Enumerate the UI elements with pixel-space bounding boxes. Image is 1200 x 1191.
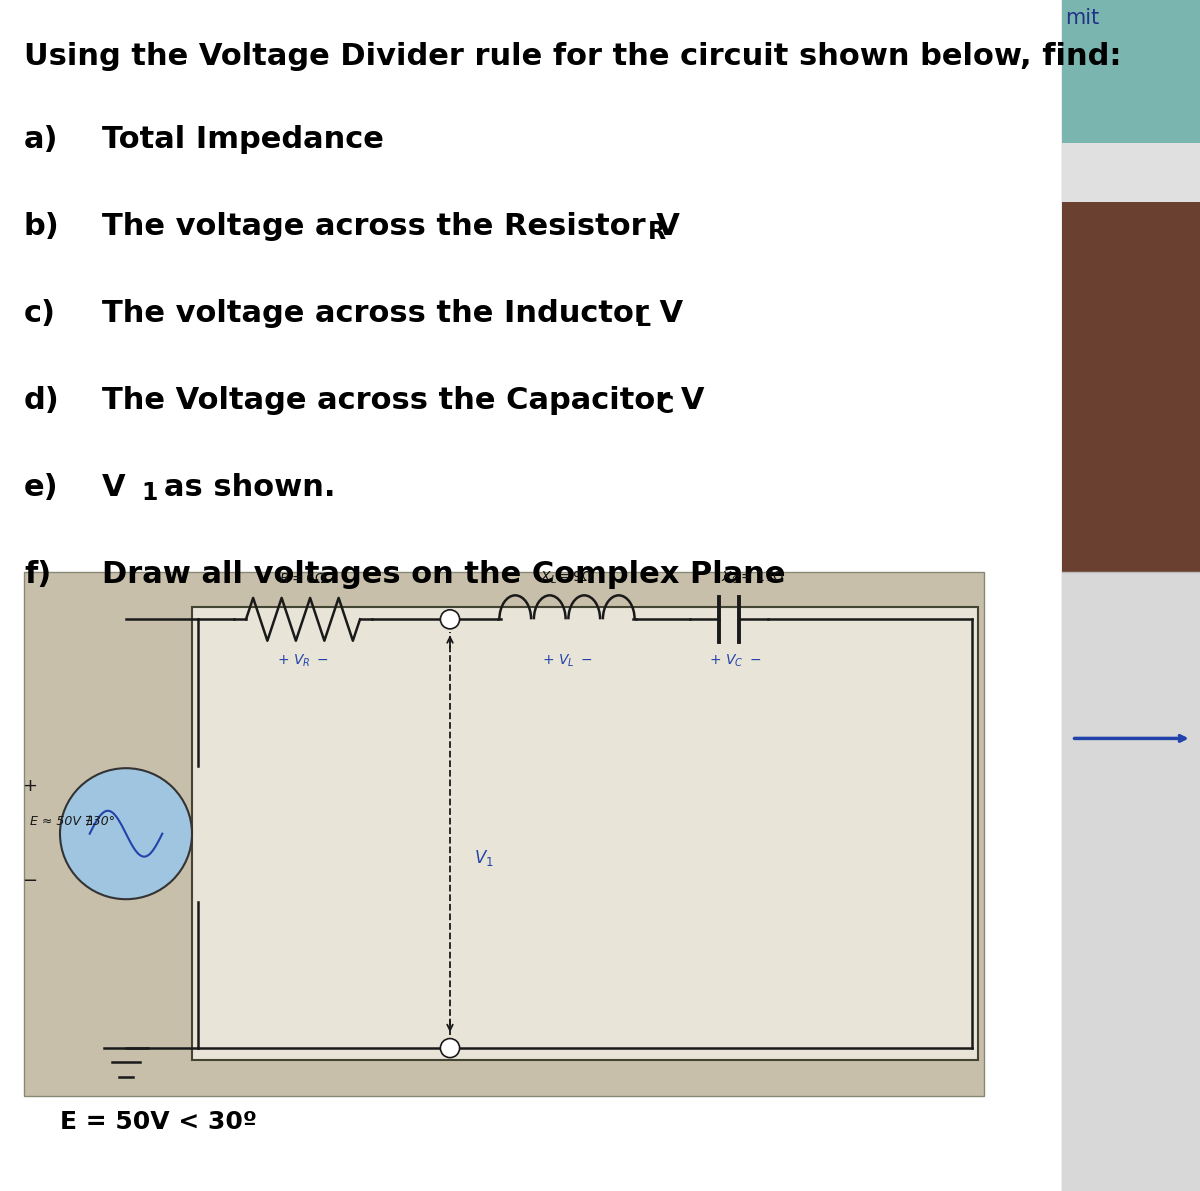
Text: Total Impedance: Total Impedance (102, 125, 384, 154)
FancyBboxPatch shape (192, 607, 978, 1060)
Text: V: V (102, 473, 126, 501)
FancyBboxPatch shape (1062, 0, 1200, 143)
Text: The voltage across the Resistor V: The voltage across the Resistor V (102, 212, 680, 241)
Text: e): e) (24, 473, 59, 501)
FancyBboxPatch shape (1062, 143, 1200, 202)
Text: 1: 1 (142, 481, 158, 505)
Text: mit: mit (1066, 8, 1100, 29)
FancyBboxPatch shape (1062, 202, 1200, 572)
FancyBboxPatch shape (24, 572, 984, 1096)
Text: d): d) (24, 386, 60, 414)
Circle shape (60, 768, 192, 899)
Text: f): f) (24, 560, 52, 588)
Text: Using the Voltage Divider rule for the circuit shown below, find:: Using the Voltage Divider rule for the c… (24, 42, 1122, 70)
Text: c): c) (24, 299, 56, 328)
Text: $+\ V_L\ -$: $+\ V_L\ -$ (541, 653, 593, 669)
Text: E ≈ 50V ∄30°: E ≈ 50V ∄30° (30, 816, 115, 828)
Text: b): b) (24, 212, 60, 241)
Text: The voltage across the Inductor V: The voltage across the Inductor V (102, 299, 683, 328)
Text: Draw all voltages on the Complex Plane: Draw all voltages on the Complex Plane (102, 560, 786, 588)
Text: as shown.: as shown. (164, 473, 336, 501)
Text: $X_L = 9\Omega$: $X_L = 9\Omega$ (540, 569, 594, 586)
Text: +: + (23, 777, 37, 796)
Text: $+\ V_R\ -$: $+\ V_R\ -$ (277, 653, 329, 669)
Text: $X_C = 17\Omega$: $X_C = 17\Omega$ (721, 569, 785, 586)
Circle shape (440, 1039, 460, 1058)
FancyBboxPatch shape (1062, 572, 1200, 1191)
Text: The Voltage across the Capacitor V: The Voltage across the Capacitor V (102, 386, 704, 414)
Text: R: R (648, 220, 666, 244)
Text: L: L (636, 307, 650, 331)
Text: $R = 6\Omega$: $R = 6\Omega$ (280, 572, 326, 586)
Text: $V_1$: $V_1$ (474, 848, 493, 867)
Circle shape (440, 610, 460, 629)
Text: E = 50V < 30º: E = 50V < 30º (60, 1110, 257, 1134)
Text: C: C (656, 394, 673, 418)
Text: a): a) (24, 125, 59, 154)
Text: $+\ V_C\ -$: $+\ V_C\ -$ (709, 653, 761, 669)
Text: −: − (23, 872, 37, 891)
